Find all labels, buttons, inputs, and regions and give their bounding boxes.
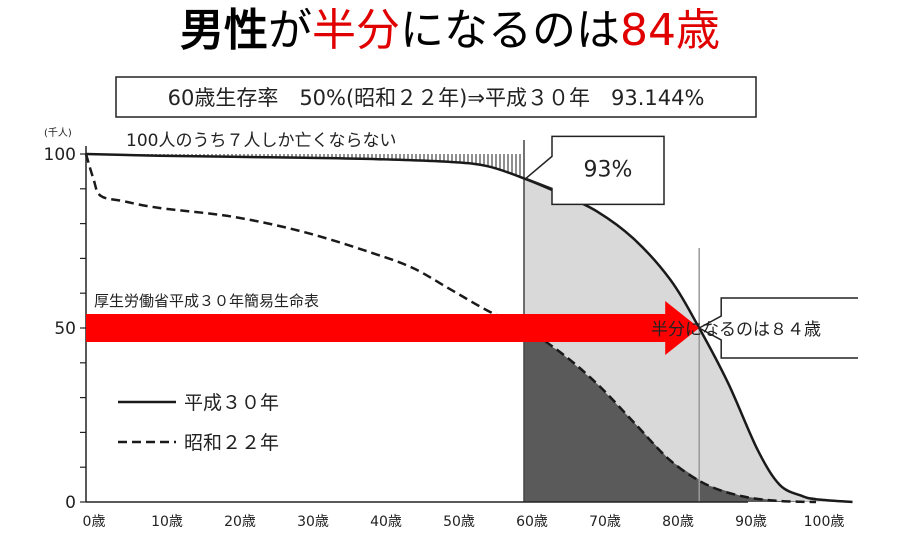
header-text: 60歳生存率 50%(昭和２２年)⇒平成３０年 93.144% bbox=[168, 86, 705, 110]
x-tick-label: 100歳 bbox=[804, 514, 845, 530]
header-box bbox=[115, 76, 757, 118]
title-part-becomes: になるのは bbox=[400, 5, 620, 56]
red-arrow bbox=[86, 301, 700, 355]
hatch-area bbox=[87, 154, 524, 179]
y-tick-label-0: 0 bbox=[65, 493, 76, 513]
y-tick-label-50: 50 bbox=[54, 319, 76, 339]
callout-93-label: 93% bbox=[584, 157, 633, 182]
y-ticks bbox=[80, 153, 86, 503]
top-note-label: 100人のうち７人しか亡くならない bbox=[126, 131, 396, 151]
x-tick-label: 0歳 bbox=[83, 514, 106, 530]
legend-label-h30: 平成３０年 bbox=[184, 392, 279, 414]
x-tick-label: 60歳 bbox=[516, 514, 548, 530]
x-tick-label: 10歳 bbox=[151, 514, 183, 530]
x-tick-label: 30歳 bbox=[297, 514, 329, 530]
x-tick-label: 50歳 bbox=[443, 514, 475, 530]
area-1947-dark bbox=[524, 328, 816, 502]
callout-84-box bbox=[697, 297, 900, 359]
legend-label-s22: 昭和２２年 bbox=[184, 432, 279, 454]
y-unit-label: (千人) bbox=[44, 127, 72, 139]
source-label: 厚生労働省平成３０年簡易生命表 bbox=[94, 292, 319, 310]
callout-93-box bbox=[524, 135, 665, 206]
y-tick-label-100: 100 bbox=[44, 145, 76, 165]
x-tick-label: 90歳 bbox=[735, 514, 767, 530]
x-tick-labels: 0歳 10歳 20歳 30歳 40歳 50歳 60歳 70歳 80歳 90歳 1… bbox=[83, 514, 845, 530]
title-part-half: 半分 bbox=[312, 5, 400, 56]
page-title: 男性が半分になるのは84歳 bbox=[0, 2, 900, 60]
x-tick-label: 20歳 bbox=[224, 514, 256, 530]
title-part-ga: が bbox=[268, 5, 312, 56]
title-part-age: 84歳 bbox=[620, 5, 720, 56]
series-line-s22 bbox=[84, 153, 817, 504]
x-tick-label: 40歳 bbox=[370, 514, 402, 530]
x-tick-label: 80歳 bbox=[662, 514, 694, 530]
chart-panel: 60歳生存率 50%(昭和２２年)⇒平成３０年 93.144% (千人) 100… bbox=[38, 72, 900, 542]
title-part-male: 男性 bbox=[180, 5, 268, 56]
survival-chart: 60歳生存率 50%(昭和２２年)⇒平成３０年 93.144% (千人) 100… bbox=[44, 76, 900, 530]
callout-84-label: 半分になるのは８４歳 bbox=[651, 320, 821, 340]
x-tick-label: 70歳 bbox=[589, 514, 621, 530]
series-line-h30 bbox=[85, 152, 853, 504]
